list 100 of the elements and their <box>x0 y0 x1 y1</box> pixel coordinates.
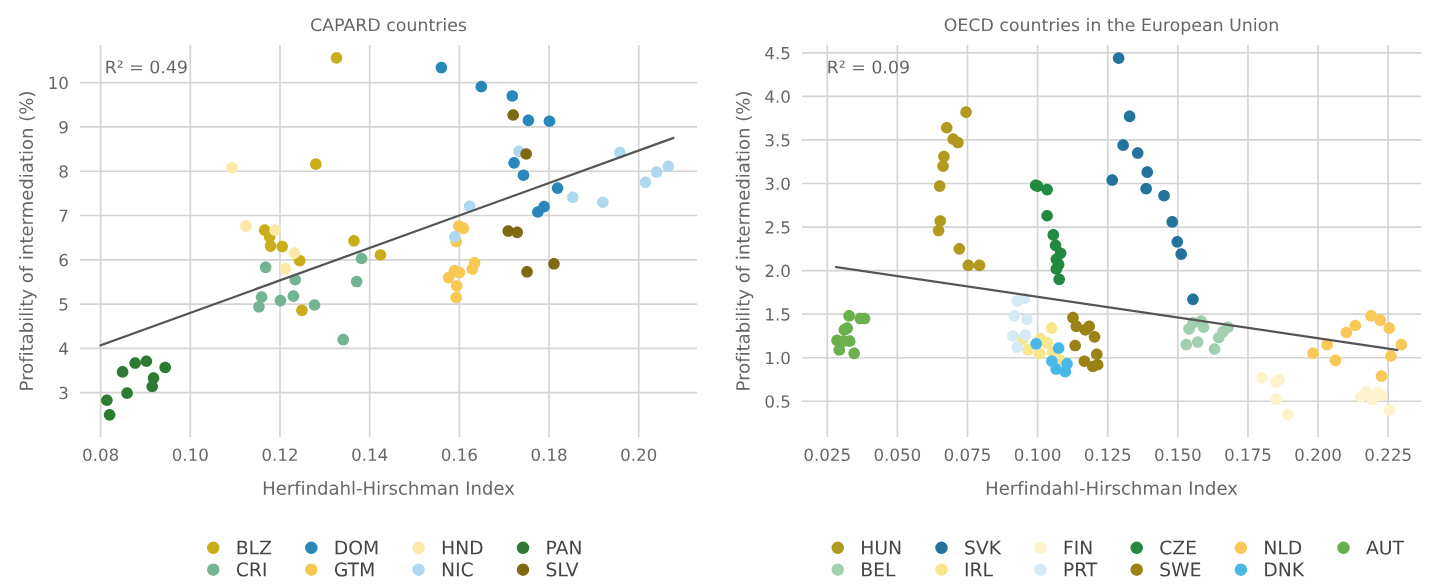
point <box>1021 313 1033 326</box>
y-tick-label: 10 <box>49 76 68 90</box>
point <box>226 161 238 174</box>
point <box>1088 331 1101 343</box>
point <box>450 291 463 304</box>
legend-label: FIN <box>1064 540 1092 555</box>
point <box>952 136 964 149</box>
legend-label: PRT <box>1064 562 1098 577</box>
point <box>843 310 855 322</box>
point <box>1052 342 1065 354</box>
point <box>337 333 350 346</box>
legend-label: DNK <box>1265 562 1305 577</box>
legend-label: HND <box>442 540 483 555</box>
point <box>1383 322 1396 334</box>
point <box>276 240 289 253</box>
point <box>288 247 301 259</box>
point <box>1175 248 1188 260</box>
point <box>1069 339 1081 352</box>
point <box>1166 216 1179 228</box>
y-tick-label: 1.0 <box>766 351 790 365</box>
point <box>101 394 113 407</box>
point <box>1374 314 1387 327</box>
point <box>310 158 322 170</box>
x-tick-label: 0.200 <box>1295 448 1341 462</box>
point <box>435 61 448 74</box>
point <box>833 344 846 356</box>
point <box>1123 110 1136 123</box>
point <box>1041 337 1053 349</box>
annotation: R² = 0.49 <box>106 60 187 74</box>
point <box>1171 236 1184 248</box>
point <box>1019 329 1032 341</box>
point <box>1273 373 1286 386</box>
point <box>1270 393 1282 406</box>
point <box>511 226 523 239</box>
point <box>1329 354 1342 367</box>
annotation: R² = 0.09 <box>828 60 909 74</box>
x-tick-label: 0.100 <box>1014 448 1061 462</box>
point <box>551 182 564 194</box>
x-tick-label: 0.125 <box>1084 448 1131 462</box>
y-tick-label: 1.5 <box>766 308 790 321</box>
point <box>330 52 343 64</box>
point <box>1375 370 1388 382</box>
point <box>308 299 321 311</box>
point <box>1131 147 1144 159</box>
y-axis-title: Profitability of intermediation (%) <box>735 92 754 390</box>
point <box>1365 310 1377 322</box>
y-axis-title: Profitability of intermediation (%) <box>19 92 37 390</box>
point <box>521 265 533 278</box>
y-tick-label: 2.5 <box>765 221 790 234</box>
point <box>1011 341 1023 354</box>
y-tick-label: 4.0 <box>765 90 790 103</box>
point <box>1079 324 1092 336</box>
point <box>1041 209 1053 222</box>
x-tick-label: 0.12 <box>262 448 297 462</box>
point <box>1187 293 1199 306</box>
point <box>953 243 966 255</box>
x-tick-label: 0.150 <box>1155 448 1201 462</box>
point <box>1045 322 1058 334</box>
point <box>1033 347 1046 360</box>
y-tick-label: 2.0 <box>765 264 790 278</box>
point <box>937 160 949 172</box>
point <box>848 347 860 360</box>
x-tick-label: 0.20 <box>621 448 657 462</box>
legend-label: PAN <box>547 540 581 555</box>
point <box>548 258 560 270</box>
point <box>1141 166 1154 178</box>
point <box>973 259 986 272</box>
point <box>350 275 363 288</box>
point <box>279 262 292 275</box>
point <box>442 271 455 284</box>
point <box>269 224 281 236</box>
x-tick-label: 0.175 <box>1225 448 1271 462</box>
point <box>274 294 287 307</box>
point <box>507 109 519 121</box>
point <box>1383 404 1396 416</box>
point <box>264 240 277 252</box>
point <box>450 280 463 292</box>
point <box>933 180 946 192</box>
point <box>1117 139 1129 151</box>
point <box>639 176 652 189</box>
point <box>1140 182 1152 195</box>
point <box>259 261 272 274</box>
point <box>348 234 360 247</box>
point <box>1030 337 1042 350</box>
point <box>1208 343 1221 355</box>
point <box>140 355 153 368</box>
point <box>374 249 387 261</box>
x-tick-label: 0.050 <box>874 448 921 462</box>
x-tick-label: 0.14 <box>352 448 388 462</box>
x-tick-label: 0.225 <box>1365 448 1411 462</box>
point <box>1070 320 1083 333</box>
x-tick-label: 0.16 <box>441 448 477 462</box>
y-tick-label: 6 <box>59 253 68 267</box>
point <box>121 387 133 399</box>
legend-label: SVK <box>965 540 1002 555</box>
y-tick-label: 3 <box>59 386 68 400</box>
point <box>1340 326 1353 339</box>
point <box>938 150 950 163</box>
point <box>1349 319 1362 332</box>
point <box>1112 52 1125 64</box>
